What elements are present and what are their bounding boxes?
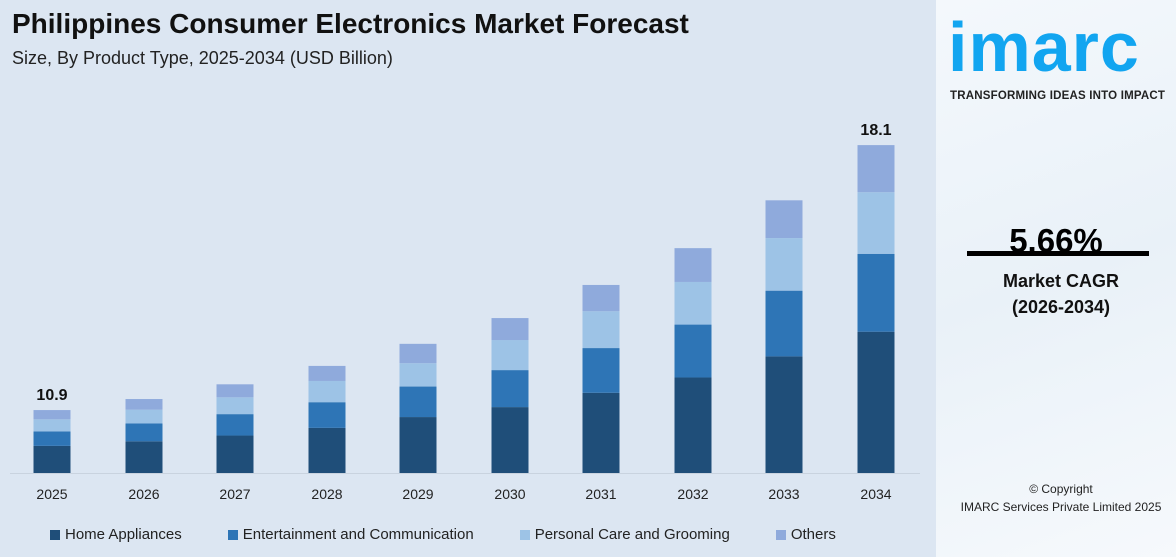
- cagr-label-text: Market CAGR: [1002, 271, 1120, 291]
- x-tick-label: 2030: [494, 486, 525, 502]
- x-tick-label: 2026: [128, 486, 159, 502]
- company-name: IMARC Services Private Limited 2025: [960, 500, 1162, 514]
- legend: Home Appliances Entertainment and Commun…: [50, 526, 882, 543]
- bar-segment-2030-entertainment-and-communication: [491, 370, 529, 408]
- bar-chart: 2025 10.9 2026 2027 2028 2029 2030 2031 2032 2033…: [10, 122, 920, 502]
- copyright-line: © Copyright: [1029, 482, 1093, 496]
- bar-segment-2031-home-appliances: [582, 392, 620, 473]
- bar-segment-2031-others: [582, 284, 620, 312]
- x-tick-label: 2031: [585, 486, 616, 502]
- bar-segment-2033-others: [765, 200, 803, 239]
- bar-segment-2031-personal-care-and-grooming: [582, 311, 620, 349]
- bar-segment-2026-home-appliances: [125, 441, 163, 473]
- x-tick-label: 2025: [36, 486, 67, 502]
- bar-segment-2026-others: [125, 399, 163, 410]
- bar-segment-2034-home-appliances: [857, 331, 895, 473]
- bar-segment-2034-others: [857, 145, 895, 193]
- cagr-label: Market CAGR (2026-2034): [936, 268, 1176, 320]
- bar-segment-2032-home-appliances: [674, 377, 712, 473]
- bar-segment-2034-entertainment-and-communication: [857, 253, 895, 332]
- bar-segment-2025-home-appliances: [33, 445, 71, 473]
- bar-segment-2030-others: [491, 318, 529, 341]
- legend-label: Personal Care and Grooming: [534, 526, 730, 543]
- legend-label: Home Appliances: [65, 526, 182, 543]
- bar-segment-2025-others: [33, 410, 71, 420]
- imarc-logo: imarc: [948, 8, 1140, 86]
- bar-segment-2026-entertainment-and-communication: [125, 423, 163, 442]
- x-tick-label: 2027: [219, 486, 250, 502]
- bar-segment-2032-personal-care-and-grooming: [674, 281, 712, 325]
- x-tick-label: 2029: [402, 486, 433, 502]
- bar-segment-2029-others: [399, 343, 437, 364]
- legend-label: Others: [790, 526, 836, 543]
- x-tick-label: 2032: [677, 486, 708, 502]
- x-tick-label: 2028: [311, 486, 342, 502]
- cagr-panel: imarc TRANSFORMING IDEAS INTO IMPACT 5.6…: [936, 0, 1176, 557]
- bar-segment-2025-entertainment-and-communication: [33, 431, 71, 446]
- bar-segment-2032-others: [674, 248, 712, 282]
- bar-segment-2028-entertainment-and-communication: [308, 402, 346, 428]
- logo-tagline: TRANSFORMING IDEAS INTO IMPACT: [950, 90, 1166, 102]
- bar-segment-2029-entertainment-and-communication: [399, 386, 437, 418]
- legend-swatch: [519, 529, 530, 540]
- legend-item-others: Others: [775, 526, 836, 543]
- bar-segment-2027-others: [216, 384, 254, 398]
- bar-segment-2033-entertainment-and-communication: [765, 290, 803, 357]
- bar-segment-2029-home-appliances: [399, 417, 437, 473]
- data-label-2025: 10.9: [36, 387, 67, 404]
- bar-segment-2033-personal-care-and-grooming: [765, 238, 803, 291]
- bar-segment-2025-personal-care-and-grooming: [33, 419, 71, 432]
- bar-segment-2028-home-appliances: [308, 427, 346, 473]
- legend-item-home-appliances: Home Appliances: [50, 526, 182, 543]
- bar-segment-2027-personal-care-and-grooming: [216, 397, 254, 415]
- x-tick-label: 2034: [860, 486, 891, 502]
- bar-segment-2028-others: [308, 365, 346, 381]
- legend-item-personal-care: Personal Care and Grooming: [519, 526, 730, 543]
- chart-subtitle: Size, By Product Type, 2025-2034 (USD Bi…: [12, 48, 393, 68]
- cagr-period: (2026-2034): [1011, 297, 1111, 317]
- legend-label: Entertainment and Communication: [242, 526, 474, 543]
- bar-segment-2029-personal-care-and-grooming: [399, 363, 437, 387]
- bar-segment-2026-personal-care-and-grooming: [125, 409, 163, 424]
- x-tick-label: 2033: [768, 486, 799, 502]
- bar-segment-2030-personal-care-and-grooming: [491, 340, 529, 371]
- legend-item-entertainment: Entertainment and Communication: [227, 526, 474, 543]
- bar-segment-2033-home-appliances: [765, 356, 803, 473]
- legend-swatch: [50, 529, 60, 540]
- bar-segment-2032-entertainment-and-communication: [674, 324, 712, 378]
- bar-segment-2031-entertainment-and-communication: [582, 348, 620, 393]
- bar-segment-2027-home-appliances: [216, 435, 254, 473]
- data-label-2034: 18.1: [860, 122, 891, 139]
- bar-segment-2028-personal-care-and-grooming: [308, 380, 346, 403]
- chart-title: Philippines Consumer Electronics Market …: [12, 8, 689, 39]
- bar-segment-2030-home-appliances: [491, 407, 529, 473]
- legend-swatch: [227, 529, 238, 540]
- copyright: © Copyright IMARC Services Private Limit…: [936, 480, 1176, 516]
- bar-segment-2034-personal-care-and-grooming: [857, 192, 895, 254]
- bar-segment-2027-entertainment-and-communication: [216, 414, 254, 436]
- divider: [967, 251, 1149, 256]
- legend-swatch: [775, 529, 786, 540]
